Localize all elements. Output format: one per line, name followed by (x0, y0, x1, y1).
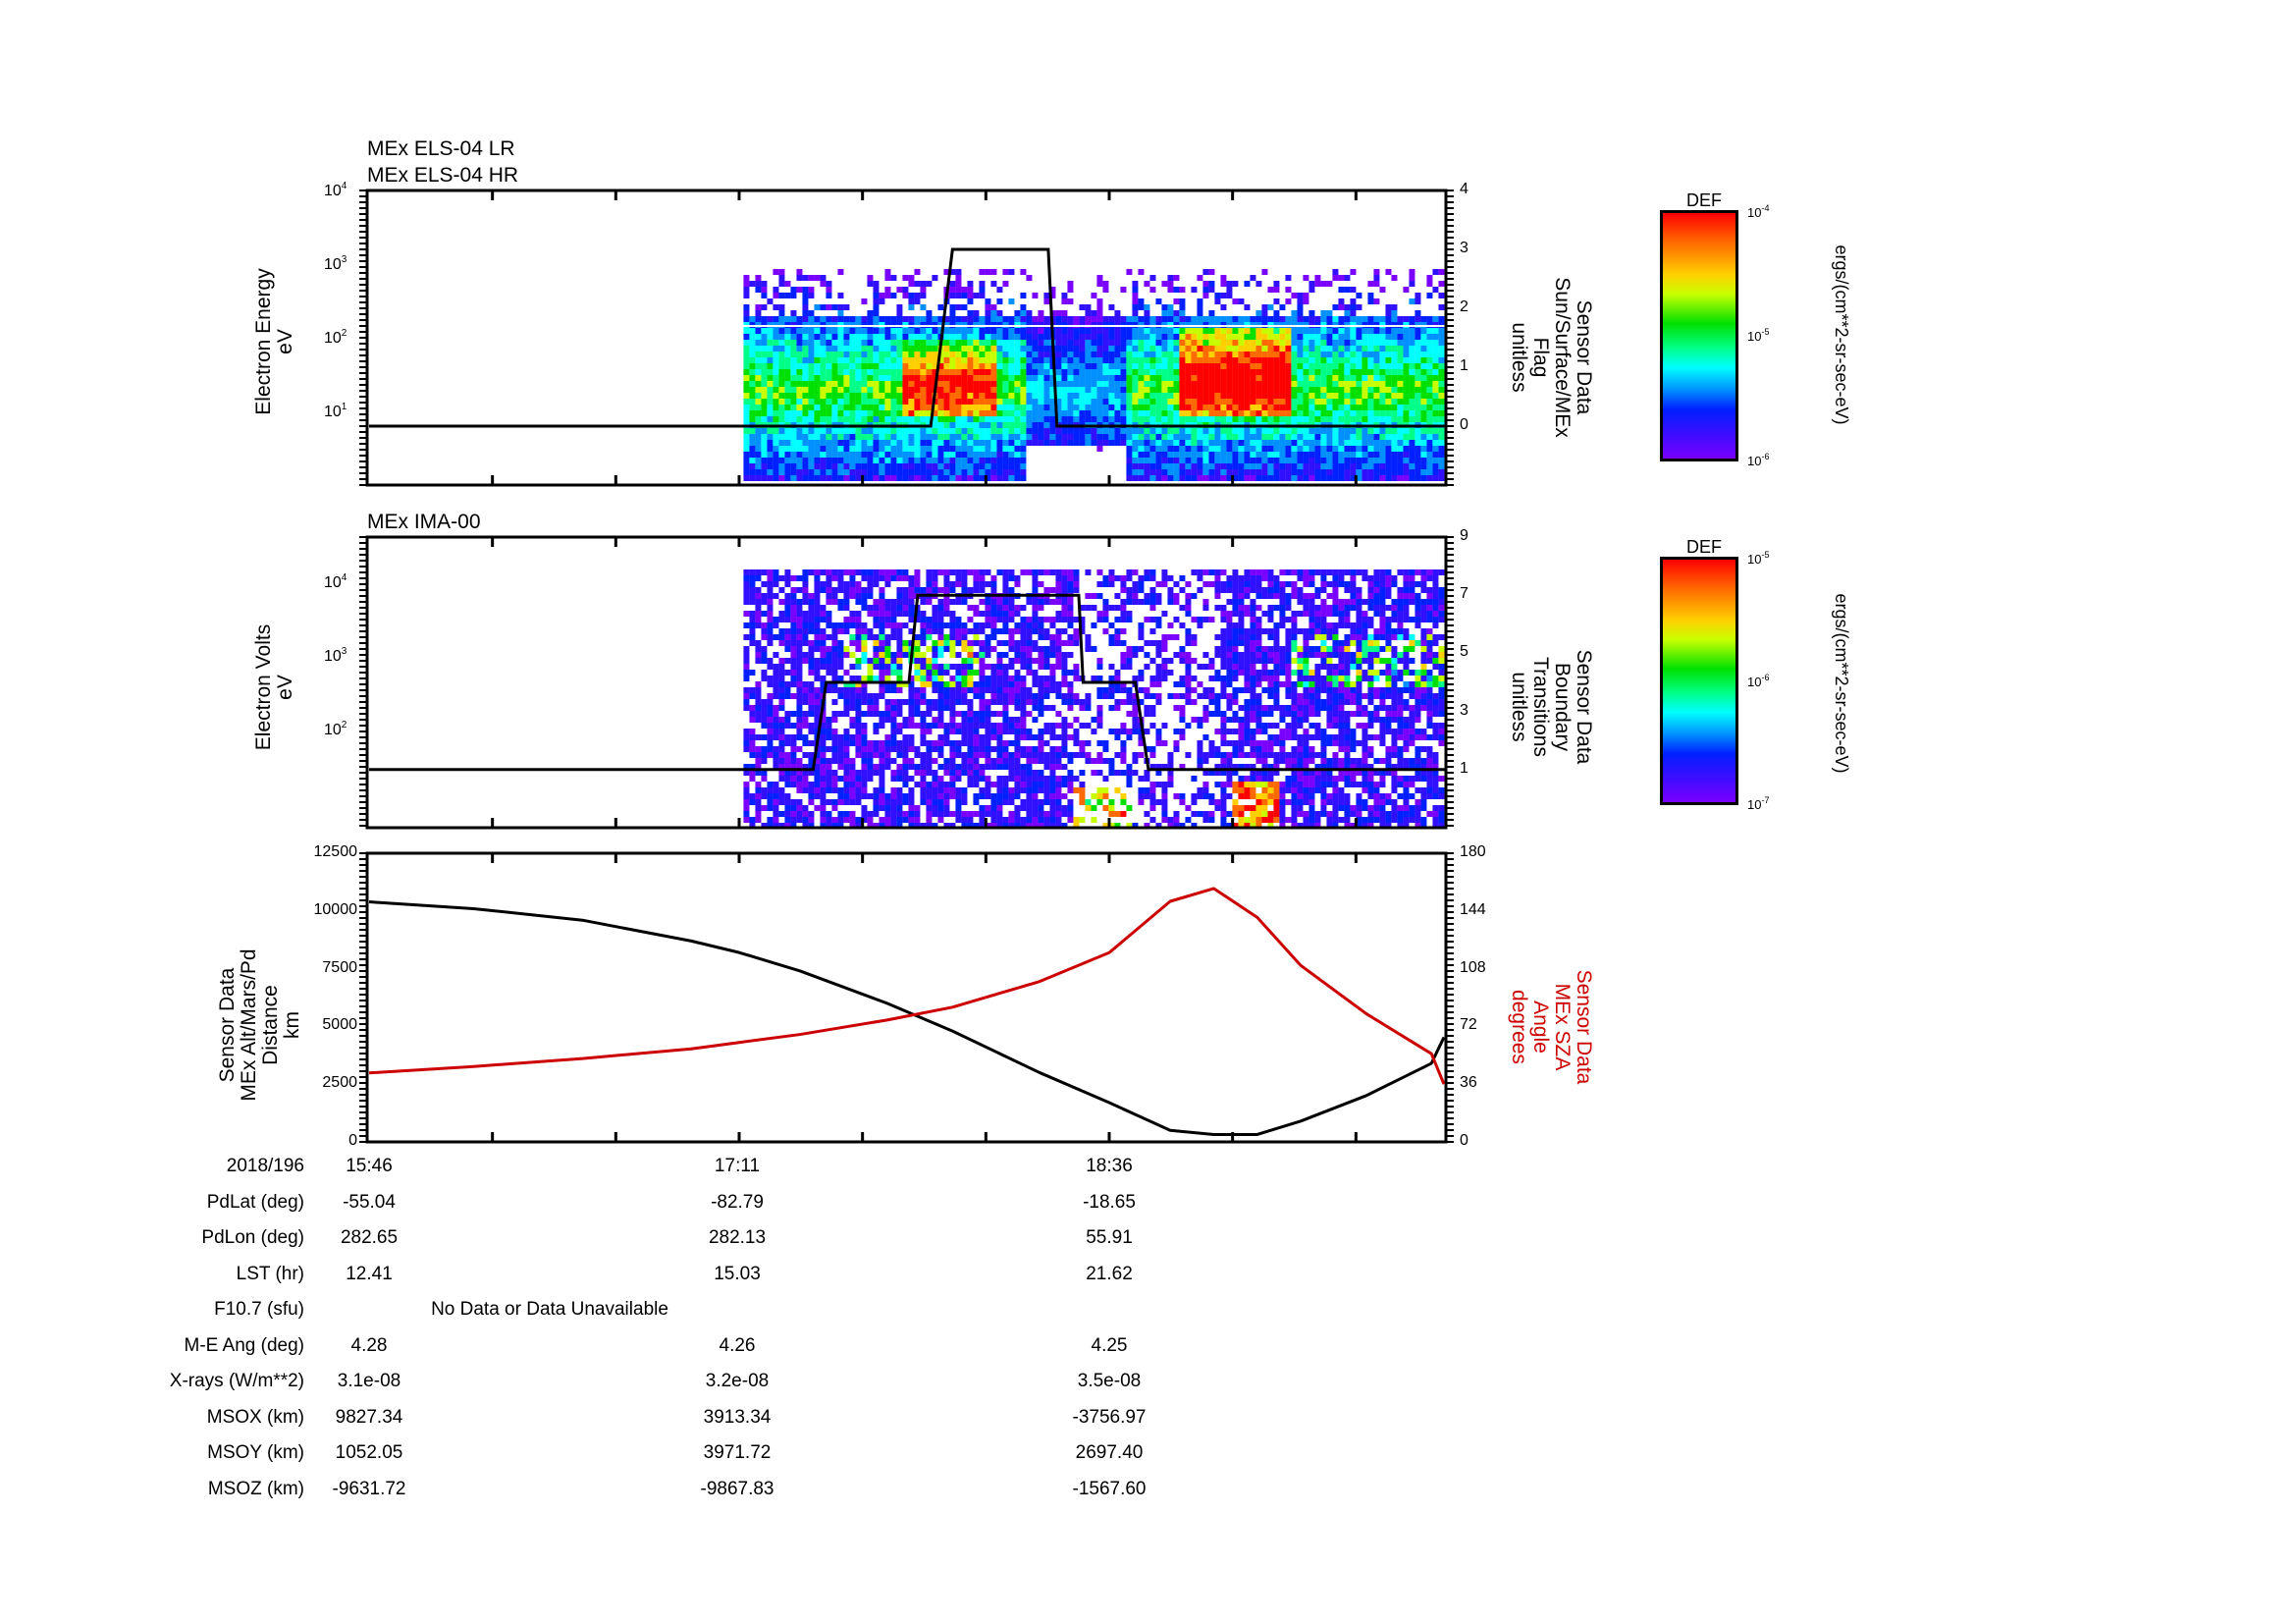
ephemeris-value: 2697.40 (1075, 1442, 1144, 1463)
ephemeris-row-label: F10.7 (sfu) (214, 1299, 304, 1320)
ephemeris-value: 3913.34 (703, 1406, 772, 1428)
els-ytick-1e1: 101 (324, 402, 347, 420)
ima-boundary-line (369, 593, 1446, 772)
orbit-rtick: 0 (1460, 1132, 1468, 1149)
orbit-plot-frame (365, 851, 1448, 1144)
sza-line (368, 887, 1446, 1085)
ima-ytick-1e4: 104 (324, 572, 347, 591)
ima-cb-tick-mid: 10-6 (1747, 673, 1770, 689)
orbit-ltick: 7500 (322, 958, 357, 976)
ima-rtick: 5 (1460, 643, 1468, 661)
els-cb-tick-top: 10-4 (1747, 203, 1770, 220)
orbit-rtick: 144 (1460, 900, 1486, 918)
orbit-rtick: 72 (1460, 1016, 1477, 1034)
els-ytick-1e4: 104 (324, 181, 347, 199)
ima-ytick-1e3: 103 (324, 646, 347, 665)
ephemeris-row-label: MSOZ (km) (207, 1478, 304, 1499)
ephemeris-value: 9827.34 (335, 1406, 403, 1428)
ephemeris-value: 1052.05 (335, 1442, 403, 1463)
ima-title: MEx IMA-00 (367, 511, 481, 533)
ephemeris-value: 3.2e-08 (705, 1371, 770, 1391)
ima-rtick: 9 (1460, 527, 1468, 544)
els-colorbar-title: DEF (1686, 190, 1722, 210)
orbit-rtick: 36 (1460, 1074, 1477, 1092)
ima-cb-tick-bottom: 10-7 (1747, 795, 1770, 812)
ephemeris-row-label: MSOY (km) (207, 1442, 304, 1463)
ephemeris-value: 55.91 (1086, 1227, 1133, 1248)
ephemeris-row-label: PdLat (deg) (206, 1191, 304, 1213)
ephemeris-value: 17:11 (714, 1156, 761, 1176)
ephemeris-row-label: LST (hr) (236, 1263, 304, 1284)
ima-cb-tick-top: 10-5 (1747, 550, 1770, 567)
els-flag-line (369, 247, 1446, 428)
ima-rtick: 1 (1460, 759, 1468, 777)
ima-ytick-1e2: 102 (324, 720, 347, 738)
ephemeris-note: No Data or Data Unavailable (431, 1299, 668, 1320)
ephemeris-value: -3756.97 (1072, 1406, 1147, 1428)
ephemeris-value: 3971.72 (703, 1442, 772, 1463)
orbit-ltick: 2500 (322, 1074, 357, 1092)
orbit-ltick: 0 (348, 1132, 357, 1149)
orbit-ltick: 5000 (322, 1016, 357, 1034)
ephemeris-value: -18.65 (1083, 1191, 1136, 1213)
ima-colorbar (1660, 557, 1738, 805)
ephemeris-value: 15:46 (346, 1156, 393, 1176)
ephemeris-value: 4.26 (719, 1334, 756, 1356)
ephemeris-row-label: X-rays (W/m**2) (169, 1371, 304, 1391)
ephemeris-value: -55.04 (343, 1191, 396, 1213)
ephemeris-row-label: PdLon (deg) (201, 1227, 304, 1248)
ephemeris-value: -82.79 (711, 1191, 764, 1213)
els-rtick: 3 (1460, 240, 1468, 256)
ima-plot-frame (365, 535, 1448, 830)
orbit-ltick: 10000 (313, 900, 358, 918)
ima-rtick: 7 (1460, 585, 1468, 603)
els-ytick-1e3: 103 (324, 254, 347, 273)
orbit-rtick: 180 (1460, 843, 1486, 860)
ephemeris-value: -1567.60 (1072, 1478, 1147, 1499)
els-spectrogram (743, 269, 1446, 481)
ephemeris-value: 21.62 (1086, 1263, 1133, 1284)
orbit-ltick: 12500 (313, 843, 358, 860)
ima-colorbar-title: DEF (1686, 537, 1722, 557)
ephemeris-value: -9631.72 (332, 1478, 406, 1499)
els-colorbar (1660, 210, 1738, 461)
els-rtick: 0 (1460, 416, 1468, 433)
els-rtick: 1 (1460, 357, 1468, 374)
els-rtick: 4 (1460, 181, 1468, 197)
ima-rtick: 3 (1460, 701, 1468, 719)
ephemeris-value: 4.25 (1091, 1334, 1128, 1356)
els-title-lr: MEx ELS-04 LR (367, 137, 515, 160)
ephemeris-value: 282.13 (708, 1227, 767, 1248)
els-cb-tick-mid: 10-5 (1747, 327, 1770, 344)
ephemeris-value: 18:36 (1086, 1156, 1133, 1176)
ephemeris-value: -9867.83 (700, 1478, 774, 1499)
ephemeris-value: 282.65 (340, 1227, 399, 1248)
ephemeris-row-label: M-E Ang (deg) (184, 1334, 305, 1356)
ephemeris-value: 4.28 (350, 1334, 388, 1356)
els-title-hr: MEx ELS-04 HR (367, 164, 519, 187)
ephemeris-row-label: MSOX (km) (206, 1406, 304, 1428)
els-rtick: 2 (1460, 298, 1468, 315)
ephemeris-row-label: 2018/196 (226, 1156, 304, 1176)
orbit-rtick: 108 (1460, 958, 1486, 976)
altitude-line (368, 900, 1446, 1136)
ephemeris-value: 12.41 (346, 1263, 393, 1284)
els-ytick-1e2: 102 (324, 328, 347, 347)
els-cb-tick-bottom: 10-6 (1747, 452, 1770, 468)
ephemeris-value: 15.03 (714, 1263, 761, 1284)
ephemeris-value: 3.1e-08 (337, 1371, 401, 1391)
ephemeris-value: 3.5e-08 (1077, 1371, 1142, 1391)
ima-spectrogram (743, 569, 1445, 829)
